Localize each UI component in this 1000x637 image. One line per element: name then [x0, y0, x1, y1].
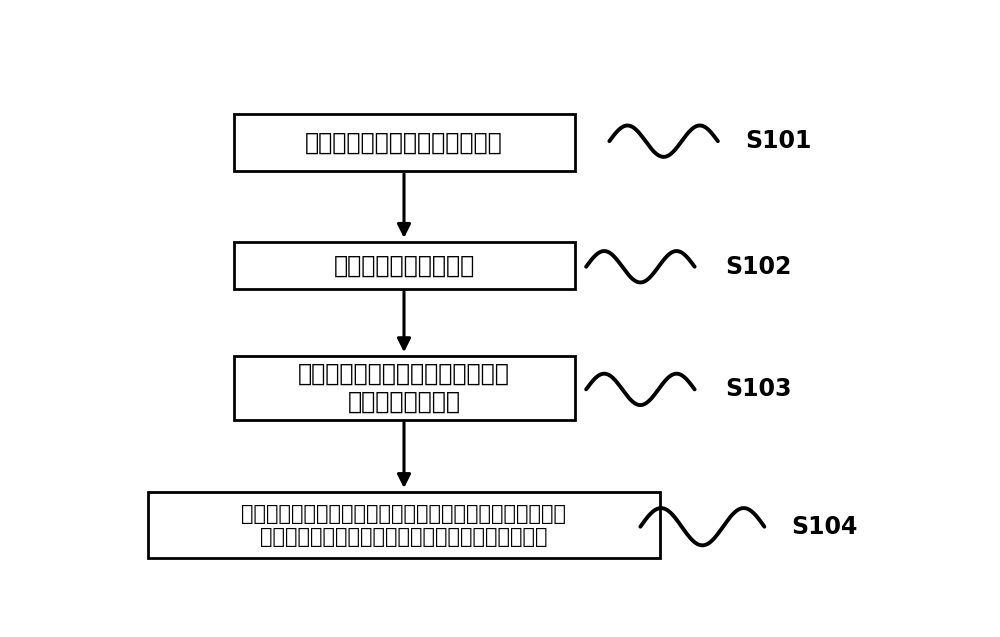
Text: 将激光中心对准定位好的锥形盲孔尖端中心，调整参数，在
锥形盲孔上加工孔尖端直孔，实现复合孔的打孔工作: 将激光中心对准定位好的锥形盲孔尖端中心，调整参数，在 锥形盲孔上加工孔尖端直孔，…	[242, 504, 566, 547]
FancyBboxPatch shape	[234, 356, 574, 420]
FancyBboxPatch shape	[148, 492, 660, 559]
Text: S104: S104	[792, 515, 858, 539]
Text: S103: S103	[726, 377, 792, 401]
FancyBboxPatch shape	[234, 115, 574, 171]
Text: 识别反光区域光斑圆弧大小，定位
锥形盲孔尖端中心: 识别反光区域光斑圆弧大小，定位 锥形盲孔尖端中心	[298, 362, 510, 414]
Text: 使锥形盲孔的尖端反光: 使锥形盲孔的尖端反光	[333, 254, 475, 277]
Text: S101: S101	[745, 129, 811, 153]
Text: 在待打孔工件上预印压锥形盲孔: 在待打孔工件上预印压锥形盲孔	[305, 131, 503, 155]
Text: S102: S102	[726, 255, 792, 279]
FancyBboxPatch shape	[234, 242, 574, 289]
